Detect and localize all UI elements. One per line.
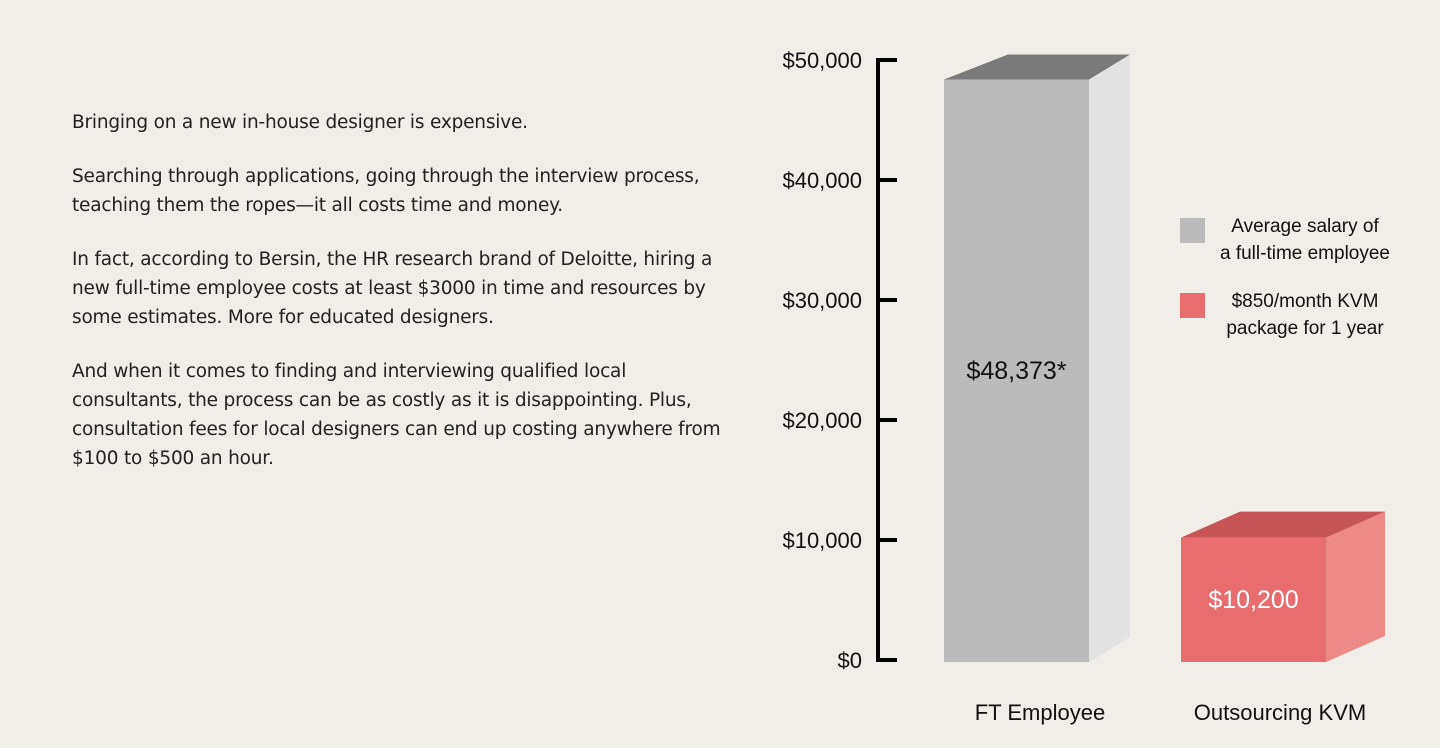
legend-swatch (1180, 218, 1205, 243)
article-copy: Bringing on a new in-house designer is e… (72, 108, 722, 498)
legend-label: package for 1 year (1226, 318, 1384, 339)
bar-outsourcing-kvm (1181, 537, 1326, 662)
paragraph: Searching through applications, going th… (72, 166, 700, 216)
y-tick-label: $30,000 (782, 288, 862, 313)
bar-value-label: $48,373* (966, 357, 1066, 385)
y-tick-label: $50,000 (782, 48, 862, 73)
y-tick-label: $40,000 (782, 168, 862, 193)
y-tick-label: $10,000 (782, 528, 862, 553)
legend-label: Average salary of (1231, 216, 1379, 237)
x-category-label: FT Employee (975, 700, 1105, 725)
legend-label: $850/month KVM (1232, 291, 1379, 312)
paragraph: In fact, according to Bersin, the HR res… (72, 249, 713, 328)
bar-ft-employee (944, 79, 1089, 663)
legend-swatch (1180, 293, 1205, 318)
bar-side (1326, 511, 1385, 662)
paragraph: And when it comes to finding and intervi… (72, 361, 721, 469)
paragraph: Bringing on a new in-house designer is e… (72, 112, 528, 133)
bar-top (1181, 511, 1385, 538)
bar-top (944, 54, 1130, 80)
bar-side (1089, 54, 1130, 663)
legend-label: a full-time employee (1220, 243, 1390, 264)
x-category-label: Outsourcing KVM (1194, 700, 1366, 725)
y-tick-label: $0 (838, 648, 862, 673)
bar-value-label: $10,200 (1208, 586, 1298, 614)
y-tick-label: $20,000 (782, 408, 862, 433)
